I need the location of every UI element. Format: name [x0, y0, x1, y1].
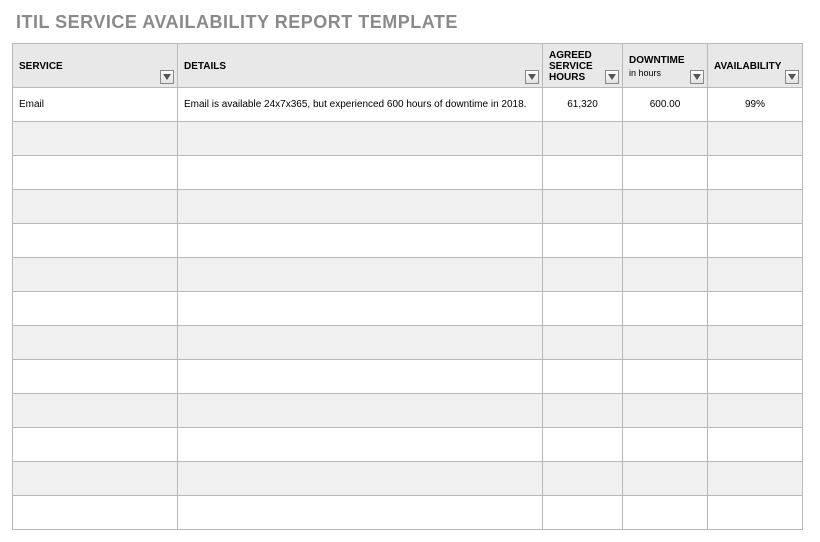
- cell-agreed: [543, 428, 623, 462]
- cell-avail: [708, 156, 803, 190]
- cell-avail: [708, 326, 803, 360]
- cell-details: [178, 326, 543, 360]
- cell-agreed: [543, 394, 623, 428]
- cell-details: [178, 258, 543, 292]
- cell-avail: [708, 428, 803, 462]
- cell-agreed: [543, 360, 623, 394]
- col-header-label: DETAILS: [184, 61, 226, 72]
- cell-details: [178, 122, 543, 156]
- cell-downtime: [623, 190, 708, 224]
- cell-service: [13, 122, 178, 156]
- cell-downtime: [623, 258, 708, 292]
- table-row: [13, 190, 803, 224]
- col-header-availability: AVAILABILITY: [708, 44, 803, 88]
- table-row: [13, 428, 803, 462]
- cell-details: [178, 224, 543, 258]
- table-row: [13, 326, 803, 360]
- cell-service: [13, 496, 178, 530]
- availability-table: SERVICE DETAILS AGREED SERVICE HOURS DOW…: [12, 43, 803, 530]
- table-row: [13, 122, 803, 156]
- cell-details: [178, 462, 543, 496]
- filter-dropdown-icon[interactable]: [690, 70, 704, 84]
- cell-avail: [708, 496, 803, 530]
- cell-agreed: [543, 292, 623, 326]
- filter-dropdown-icon[interactable]: [605, 70, 619, 84]
- cell-service: [13, 258, 178, 292]
- cell-avail: 99%: [708, 88, 803, 122]
- cell-agreed: 61,320: [543, 88, 623, 122]
- cell-downtime: 600.00: [623, 88, 708, 122]
- table-header-row: SERVICE DETAILS AGREED SERVICE HOURS DOW…: [13, 44, 803, 88]
- cell-avail: [708, 360, 803, 394]
- cell-service: [13, 326, 178, 360]
- cell-details: [178, 190, 543, 224]
- cell-agreed: [543, 224, 623, 258]
- cell-agreed: [543, 326, 623, 360]
- cell-downtime: [623, 360, 708, 394]
- table-row: [13, 258, 803, 292]
- cell-downtime: [623, 156, 708, 190]
- cell-service: [13, 360, 178, 394]
- cell-service: [13, 156, 178, 190]
- table-row: [13, 462, 803, 496]
- report-title: ITIL SERVICE AVAILABILITY REPORT TEMPLAT…: [16, 12, 808, 33]
- cell-avail: [708, 190, 803, 224]
- cell-agreed: [543, 156, 623, 190]
- cell-agreed: [543, 122, 623, 156]
- cell-service: [13, 462, 178, 496]
- table-row: [13, 156, 803, 190]
- col-header-label: DOWNTIME: [629, 55, 685, 66]
- cell-downtime: [623, 224, 708, 258]
- cell-downtime: [623, 292, 708, 326]
- cell-details: [178, 496, 543, 530]
- table-row: EmailEmail is available 24x7x365, but ex…: [13, 88, 803, 122]
- filter-dropdown-icon[interactable]: [525, 70, 539, 84]
- cell-service: [13, 190, 178, 224]
- col-header-details: DETAILS: [178, 44, 543, 88]
- table-row: [13, 292, 803, 326]
- cell-downtime: [623, 462, 708, 496]
- cell-details: [178, 292, 543, 326]
- cell-agreed: [543, 258, 623, 292]
- table-row: [13, 496, 803, 530]
- cell-service: [13, 292, 178, 326]
- col-header-downtime: DOWNTIME in hours: [623, 44, 708, 88]
- cell-downtime: [623, 326, 708, 360]
- cell-details: [178, 394, 543, 428]
- cell-downtime: [623, 496, 708, 530]
- cell-agreed: [543, 462, 623, 496]
- cell-avail: [708, 258, 803, 292]
- cell-service: [13, 428, 178, 462]
- col-header-label: AVAILABILITY: [714, 61, 781, 72]
- cell-details: [178, 156, 543, 190]
- cell-avail: [708, 224, 803, 258]
- col-header-label: AGREED SERVICE HOURS: [549, 50, 593, 83]
- filter-dropdown-icon[interactable]: [785, 70, 799, 84]
- cell-avail: [708, 122, 803, 156]
- cell-downtime: [623, 394, 708, 428]
- table-row: [13, 394, 803, 428]
- cell-downtime: [623, 122, 708, 156]
- cell-avail: [708, 462, 803, 496]
- cell-avail: [708, 292, 803, 326]
- filter-dropdown-icon[interactable]: [160, 70, 174, 84]
- cell-service: Email: [13, 88, 178, 122]
- col-header-label: SERVICE: [19, 61, 63, 72]
- col-header-agreed: AGREED SERVICE HOURS: [543, 44, 623, 88]
- cell-details: [178, 428, 543, 462]
- cell-agreed: [543, 190, 623, 224]
- cell-downtime: [623, 428, 708, 462]
- cell-agreed: [543, 496, 623, 530]
- col-header-service: SERVICE: [13, 44, 178, 88]
- cell-service: [13, 394, 178, 428]
- cell-service: [13, 224, 178, 258]
- cell-details: Email is available 24x7x365, but experie…: [178, 88, 543, 122]
- table-row: [13, 360, 803, 394]
- cell-avail: [708, 394, 803, 428]
- cell-details: [178, 360, 543, 394]
- table-row: [13, 224, 803, 258]
